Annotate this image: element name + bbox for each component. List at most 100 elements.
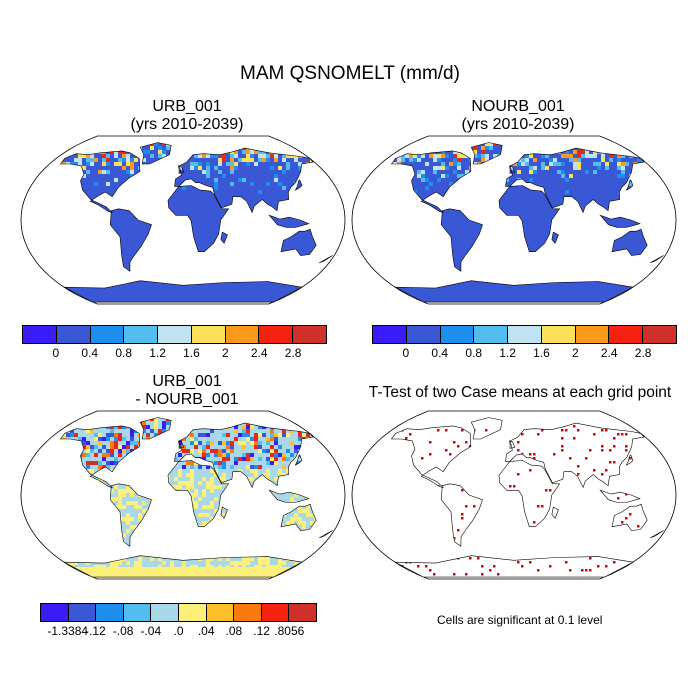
colorbar-diff-tick-label: -1.3384	[47, 624, 89, 638]
coastline-antarctica	[63, 280, 303, 303]
coastline-africa	[498, 185, 561, 252]
coastline-africa	[167, 460, 230, 527]
colorbar-nourb-tick-label: 2.4	[600, 346, 618, 360]
map-urb	[20, 135, 346, 305]
colorbar-urb	[22, 325, 327, 344]
coastline-uk	[509, 165, 516, 174]
coastline-australia	[280, 503, 317, 531]
coastline-australia	[611, 503, 648, 531]
coastline-madagascar	[551, 231, 559, 244]
coastline-southAmerica	[440, 483, 483, 547]
colorbar-diff-tick-label: .0	[173, 624, 184, 638]
colorbar-diff-swatch	[96, 604, 124, 621]
colorbar-urb-tick-label: 2	[221, 346, 229, 360]
colorbar-diff-tick-label: .08	[225, 624, 243, 638]
coastline-greenland	[139, 142, 172, 165]
coastline-japan	[625, 179, 634, 191]
map-diff	[20, 410, 346, 580]
coastline-southAmerica	[109, 208, 152, 272]
coastline-madagascar	[551, 506, 559, 519]
colorbar-nourb-swatch	[508, 326, 542, 343]
coastline-nz	[650, 255, 664, 264]
coastline-africa	[167, 185, 230, 252]
figure-title: MAM QSNOMELT (mm/d)	[240, 63, 460, 84]
colorbar-urb-swatch	[259, 326, 294, 343]
colorbar-urb-swatch	[23, 326, 57, 343]
colorbar-diff-swatch	[178, 604, 207, 621]
coastline-japan	[625, 454, 634, 466]
colorbar-diff	[40, 603, 317, 622]
coastline-australia	[611, 228, 648, 256]
colorbar-diff-swatch	[289, 604, 316, 621]
colorbar-diff-swatch	[41, 604, 69, 621]
coastline-northAmerica	[390, 425, 472, 489]
colorbar-diff-swatch	[234, 604, 262, 621]
colorbar-nourb-tick-label: 2.8	[634, 346, 652, 360]
coastline-nz	[319, 255, 333, 264]
colorbar-diff-swatch	[123, 604, 152, 621]
colorbar-nourb-swatch	[643, 326, 677, 343]
coastline-eurasia	[505, 422, 645, 489]
colorbar-nourb-tick-label: 1.2	[499, 346, 516, 360]
colorbar-urb-tick-label: 2.4	[250, 346, 268, 360]
panel-title-urb: URB_001 (yrs 2010-2039)	[28, 98, 346, 134]
coastline-indonesia	[268, 489, 310, 503]
coastline-japan	[294, 454, 303, 466]
coastline-southAmerica	[109, 483, 152, 547]
colorbar-diff-tick-label: .04	[197, 624, 215, 638]
colorbar-nourb-swatch	[373, 326, 407, 343]
coastline-southAmerica	[440, 208, 483, 272]
colorbar-urb-swatch	[124, 326, 159, 343]
colorbar-urb-swatch	[158, 326, 192, 343]
coastline-greenland	[470, 417, 503, 440]
colorbar-urb-swatch	[225, 326, 260, 343]
coastline-northAmerica	[59, 425, 141, 489]
colorbar-diff-tick-label: -.08	[112, 624, 134, 638]
colorbar-nourb-swatch	[541, 326, 576, 343]
colorbar-nourb-tick-label: 0.8	[465, 346, 482, 360]
coastline-northAmerica	[390, 150, 472, 214]
coastline-eurasia	[174, 147, 314, 214]
coastline-madagascar	[220, 506, 228, 519]
colorbar-urb-tick-label: 0.8	[115, 346, 132, 360]
panel-title-nourb-line1: NOURB_001	[471, 98, 565, 115]
significance-note: Cells are significant at 0.1 level	[437, 613, 603, 627]
colorbar-nourb-tick-label: 0	[402, 346, 410, 360]
colorbar-nourb-tick-label: 1.6	[533, 346, 550, 360]
coastline-japan	[294, 179, 303, 191]
coastline-northAmerica	[59, 150, 141, 214]
colorbar-urb-swatch	[191, 326, 226, 343]
map-ttest	[351, 410, 677, 580]
coastline-indonesia	[599, 489, 641, 503]
coastline-madagascar	[220, 231, 228, 244]
panel-title-urb-line1: URB_001	[152, 98, 222, 115]
colorbar-diff-swatch	[151, 604, 179, 621]
colorbar-urb-swatch	[56, 326, 91, 343]
coastline-greenland	[470, 142, 503, 165]
panel-title-nourb: NOURB_001 (yrs 2010-2039)	[359, 98, 677, 134]
coastline-nz	[650, 530, 664, 539]
coastline-uk	[178, 440, 185, 449]
colorbar-diff-tick-label: .8056	[274, 624, 305, 638]
coastline-antarctica	[63, 555, 303, 578]
coastline-africa	[498, 460, 561, 527]
coastline-indonesia	[268, 214, 310, 228]
colorbar-urb-swatch	[90, 326, 125, 343]
coastline-eurasia	[174, 422, 314, 489]
coastline-antarctica	[394, 280, 634, 303]
colorbar-nourb-swatch	[609, 326, 644, 343]
colorbar-nourb-swatch	[440, 326, 475, 343]
panel-title-ttest: T-Test of two Case means at each grid po…	[368, 384, 672, 401]
colorbar-nourb-swatch	[575, 326, 610, 343]
panel-title-diff: URB_001 - NOURB_001	[28, 373, 346, 409]
panel-title-diff-line1: URB_001	[152, 373, 222, 390]
colorbar-nourb-tick-label: 2	[571, 346, 579, 360]
colorbar-nourb	[372, 325, 677, 344]
colorbar-nourb-tick-label: 0.4	[431, 346, 449, 360]
coastline-uk	[178, 165, 185, 174]
colorbar-urb-tick-label: 2.8	[284, 346, 302, 360]
coastline-indonesia	[599, 214, 641, 228]
colorbar-diff-swatch	[261, 604, 290, 621]
colorbar-urb-tick-label: 0	[52, 346, 60, 360]
colorbar-urb-swatch	[293, 326, 327, 343]
